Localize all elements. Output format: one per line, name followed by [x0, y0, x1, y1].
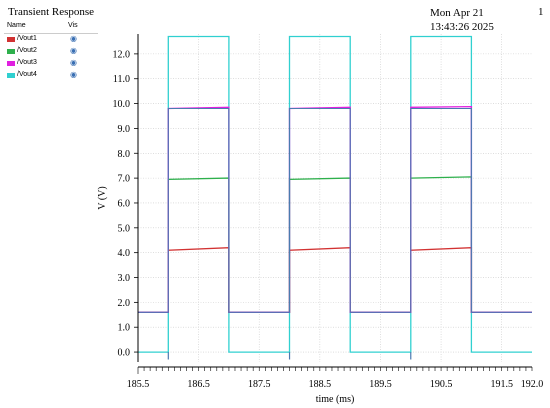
legend-item-label: /Vout1 [17, 35, 37, 42]
y-tick-label: 2.0 [118, 298, 131, 309]
axes: 0.0 1.0 2.0 3.0 4.0 5.0 6.0 7.0 8.0 9.0 10.0 11.0 12… [113, 34, 544, 390]
legend-header: Name Vis [4, 21, 98, 34]
y-tick-label: 10.0 [113, 99, 131, 110]
x-tick-label: 192.0 [521, 379, 544, 390]
x-tick-label: 191.5 [490, 379, 513, 390]
switching-edge-line [138, 107, 532, 313]
timestamp: Mon Apr 21 13:43:26 2025 [430, 7, 494, 33]
legend-name-header: Name [7, 22, 26, 29]
legend-swatch [7, 73, 15, 78]
x-tick-label: 187.5 [248, 379, 271, 390]
y-tick-label: 3.0 [118, 273, 131, 284]
series-line-vout2 [138, 176, 532, 313]
y-tick-label: 5.0 [118, 223, 131, 234]
legend-item-label: /Vout2 [17, 47, 37, 54]
plot-series [138, 35, 532, 360]
x-tick-label: 185.5 [127, 379, 150, 390]
x-tick-label: 188.5 [309, 379, 332, 390]
y-tick-label: 9.0 [118, 124, 131, 135]
legend-item-vout2[interactable]: /Vout2 ◉ [4, 46, 98, 58]
series-line-vout1 [138, 247, 532, 313]
y-tick-label: 0.0 [118, 348, 131, 359]
legend-item-label: /Vout3 [17, 59, 37, 66]
y-tick-label: 4.0 [118, 248, 131, 259]
x-axis-label: time (ms) [316, 394, 355, 405]
legend-vis-header: Vis [68, 22, 78, 29]
page-number: 1 [538, 6, 544, 18]
grid [137, 34, 532, 362]
x-tick-label: 186.5 [187, 379, 210, 390]
y-tick-label: 1.0 [118, 323, 131, 334]
legend-swatch [7, 37, 15, 42]
eye-icon[interactable]: ◉ [70, 58, 77, 67]
y-tick-label: 8.0 [118, 149, 131, 160]
y-axis-label: V (V) [97, 186, 108, 209]
legend-swatch [7, 61, 15, 66]
legend-item-vout3[interactable]: /Vout3 ◉ [4, 58, 98, 70]
window-title: Transient Response [8, 6, 95, 18]
series-line-vout4 [138, 35, 532, 353]
legend-panel: Name Vis /Vout1 ◉ /Vout2 ◉ /Vout3 ◉ /Vou… [4, 21, 98, 82]
y-tick-label: 7.0 [118, 174, 131, 185]
x-tick-label: 190.5 [430, 379, 453, 390]
legend-item-vout4[interactable]: /Vout4 ◉ [4, 70, 98, 82]
eye-icon[interactable]: ◉ [70, 46, 77, 55]
y-tick-label: 12.0 [113, 49, 131, 60]
y-tick-label: 11.0 [113, 74, 130, 85]
x-tick-label: 189.5 [369, 379, 392, 390]
legend-item-vout1[interactable]: /Vout1 ◉ [4, 34, 98, 46]
eye-icon[interactable]: ◉ [70, 34, 77, 43]
eye-icon[interactable]: ◉ [70, 70, 77, 79]
y-tick-label: 6.0 [118, 198, 131, 209]
legend-swatch [7, 49, 15, 54]
legend-item-label: /Vout4 [17, 71, 37, 78]
series-line-vout3 [138, 105, 532, 313]
